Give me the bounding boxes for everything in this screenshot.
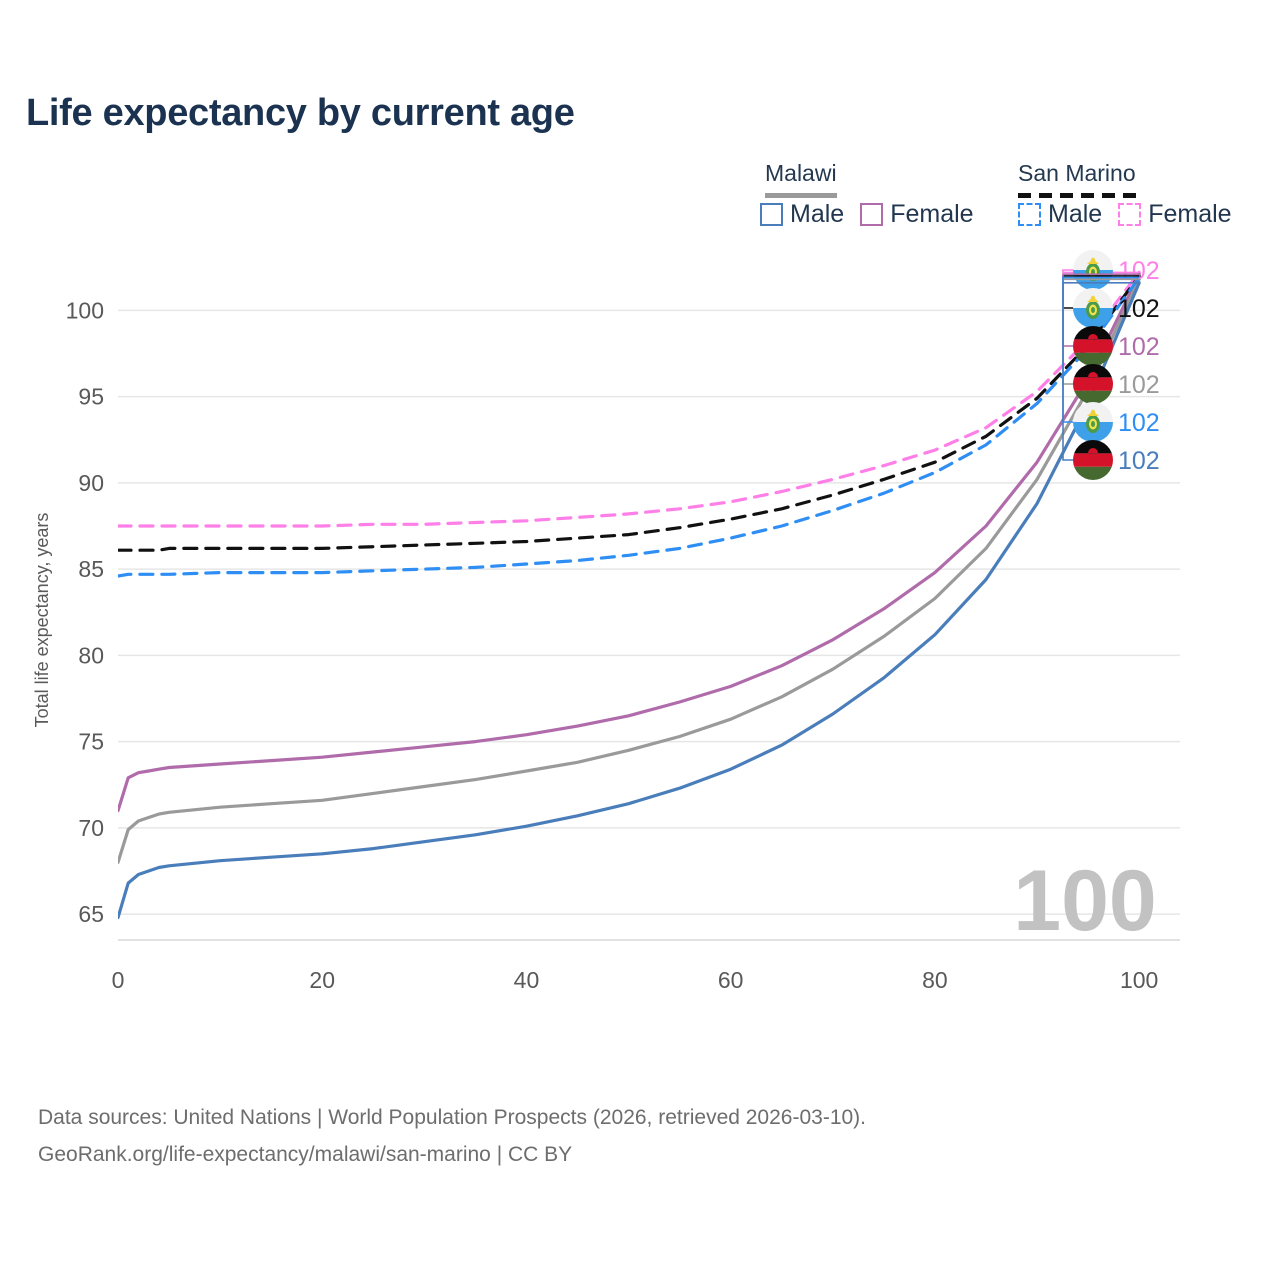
flag-icon-malawi [1073,440,1113,480]
legend-swatch-square-icon [1118,203,1142,226]
legend-rule-san-marino [1018,193,1136,198]
series-line-malawi-total [118,277,1141,864]
series-line-malawi-female [118,272,1141,813]
legend-country-malawi: Malawi [765,160,837,186]
end-label-value: 102 [1118,333,1160,361]
x-tick-label: 100 [1120,967,1158,993]
y-axis-label: Total life expectancy, years [32,513,52,728]
legend-label-malawi-female: Female [890,200,974,228]
y-tick-label: 85 [78,556,104,582]
legend-items-san-marino: Male Female [1018,200,1232,229]
x-tick-label: 20 [309,967,335,993]
page-title: Life expectancy by current age [26,92,575,134]
chart-legend: Malawi San Marino Male Female Male [760,160,1260,240]
series-line-san-marino-total [118,274,1141,552]
legend-items-malawi: Male Female [760,200,974,229]
legend-label-san-marino-female: Female [1148,200,1232,228]
y-tick-label: 95 [78,384,104,410]
end-label-value: 102 [1118,447,1160,475]
watermark: 100 [1013,853,1157,949]
legend-item-san-marino-male[interactable]: Male [1018,200,1102,229]
legend-item-malawi-female[interactable]: Female [860,200,974,229]
series-line-san-marino-female [118,270,1141,528]
legend-rule-malawi [765,193,837,198]
y-tick-label: 80 [78,642,104,668]
legend-swatch-square-icon [760,203,783,226]
end-label-value: 102 [1118,371,1160,399]
y-tick-label: 70 [78,815,104,841]
flag-icon-malawi [1073,364,1113,404]
legend-item-malawi-male[interactable]: Male [760,200,844,229]
legend-group-malawi: Malawi [765,160,837,198]
x-tick-label: 80 [922,967,948,993]
footer-line-sources: Data sources: United Nations | World Pop… [38,1106,867,1129]
legend-label-san-marino-male: Male [1048,200,1103,228]
x-tick-labels: 0 20 40 60 80 100 [112,967,1159,993]
end-label-value: 102 [1118,295,1160,323]
x-tick-label: 0 [112,967,125,993]
y-tick-label: 65 [78,901,104,927]
legend-country-san-marino: San Marino [1018,160,1136,186]
y-tick-label: 75 [78,729,104,755]
series-line-san-marino-male [118,276,1141,578]
series-lines [118,270,1141,920]
footer-credits: Data sources: United Nations | World Pop… [38,1100,866,1174]
end-labels: 102 102 102 102 102 102 [1062,250,1160,480]
end-label-value: 102 [1118,409,1160,437]
end-label-connector [1062,282,1140,461]
flag-icon-san-marino [1073,250,1113,290]
flag-icon-san-marino [1073,288,1113,328]
legend-swatch-square-icon [860,203,884,226]
y-tick-label: 100 [66,297,104,323]
legend-label-malawi-male: Male [790,200,845,228]
end-label-value: 102 [1118,257,1160,285]
footer-line-url: GeoRank.org/life-expectancy/malawi/san-m… [38,1142,573,1166]
legend-item-san-marino-female[interactable]: Female [1118,200,1232,229]
y-tick-label: 90 [78,470,104,496]
y-gridlines [118,309,1180,915]
legend-group-san-marino: San Marino [1018,160,1136,198]
flag-icon-malawi [1073,326,1113,366]
x-tick-label: 60 [718,967,744,993]
series-line-malawi-male [118,281,1141,920]
y-tick-labels: 65 70 75 80 85 90 95 100 [66,297,104,927]
flag-icon-san-marino [1073,402,1113,442]
legend-swatch-square-icon [1018,203,1041,226]
x-tick-label: 40 [514,967,540,993]
